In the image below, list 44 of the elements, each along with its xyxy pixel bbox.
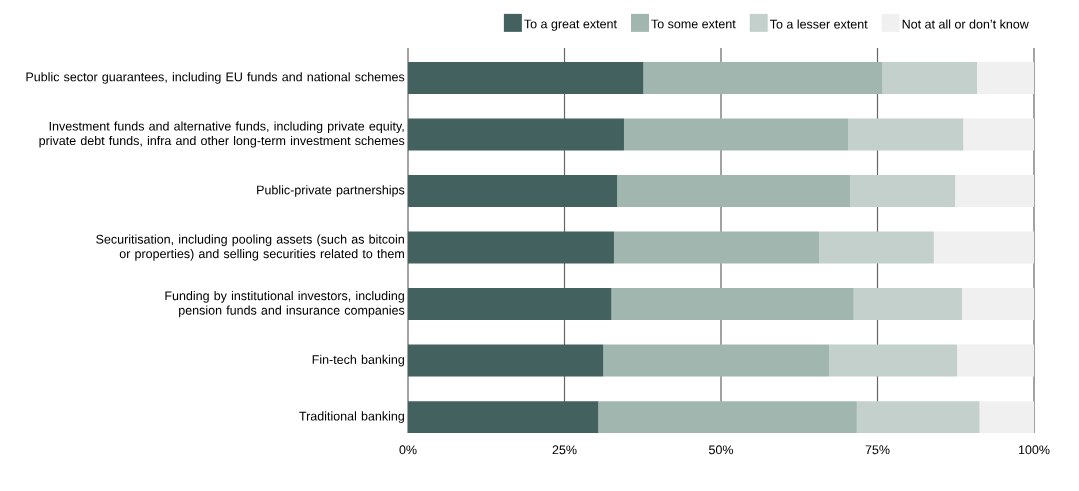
legend-label: To a great extent bbox=[524, 19, 617, 31]
bar bbox=[856, 401, 980, 433]
bar bbox=[598, 401, 857, 433]
bar bbox=[853, 288, 963, 321]
bar bbox=[962, 288, 1035, 321]
bar bbox=[408, 288, 612, 321]
bar bbox=[408, 118, 624, 151]
bar bbox=[603, 344, 830, 377]
bar bbox=[623, 118, 849, 151]
y-tick-label: Traditional banking bbox=[299, 411, 404, 423]
bar bbox=[408, 61, 644, 94]
x-tick-label: 50% bbox=[709, 445, 734, 455]
bar bbox=[611, 288, 854, 321]
bar bbox=[408, 175, 618, 208]
bar bbox=[617, 175, 850, 208]
bar bbox=[933, 231, 1035, 264]
bar bbox=[977, 61, 1035, 94]
legend-label: Not at all or don’t know bbox=[902, 19, 1029, 29]
legend-label: To a lesser extent bbox=[770, 19, 868, 29]
bar bbox=[849, 175, 956, 208]
bar bbox=[848, 118, 964, 151]
bar bbox=[643, 61, 883, 94]
y-tick-label: Securitisation, including pooling assets (such as bitcoin or properties) and selling securities related to them bbox=[96, 234, 404, 261]
x-tick-label: 0% bbox=[399, 445, 417, 455]
bar bbox=[979, 401, 1035, 433]
bar bbox=[955, 175, 1035, 208]
x-tick-label: 100% bbox=[1018, 445, 1050, 455]
x-tick-label: 75% bbox=[865, 445, 890, 455]
bar bbox=[408, 344, 604, 377]
y-tick-label: Investment funds and alternative funds, including private equity, private debt funds, infra and other long-term investment schemes bbox=[39, 121, 405, 148]
bar bbox=[957, 344, 1035, 377]
bar bbox=[613, 231, 820, 264]
bar bbox=[829, 344, 958, 377]
bar bbox=[408, 401, 599, 433]
y-tick-label: Funding by institutional investors, including pension funds and insurance companies bbox=[165, 291, 405, 318]
y-tick-label: Fin-tech banking bbox=[312, 354, 404, 367]
x-tick-label: 25% bbox=[552, 445, 577, 455]
bar bbox=[819, 231, 934, 264]
bar bbox=[963, 118, 1035, 151]
bar bbox=[408, 231, 614, 264]
y-tick-label: Public sector guarantees, including EU funds and national schemes bbox=[26, 72, 405, 84]
y-tick-label: Public-private partnerships bbox=[257, 185, 405, 197]
bar bbox=[882, 61, 978, 94]
legend-label: To some extent bbox=[651, 19, 736, 29]
